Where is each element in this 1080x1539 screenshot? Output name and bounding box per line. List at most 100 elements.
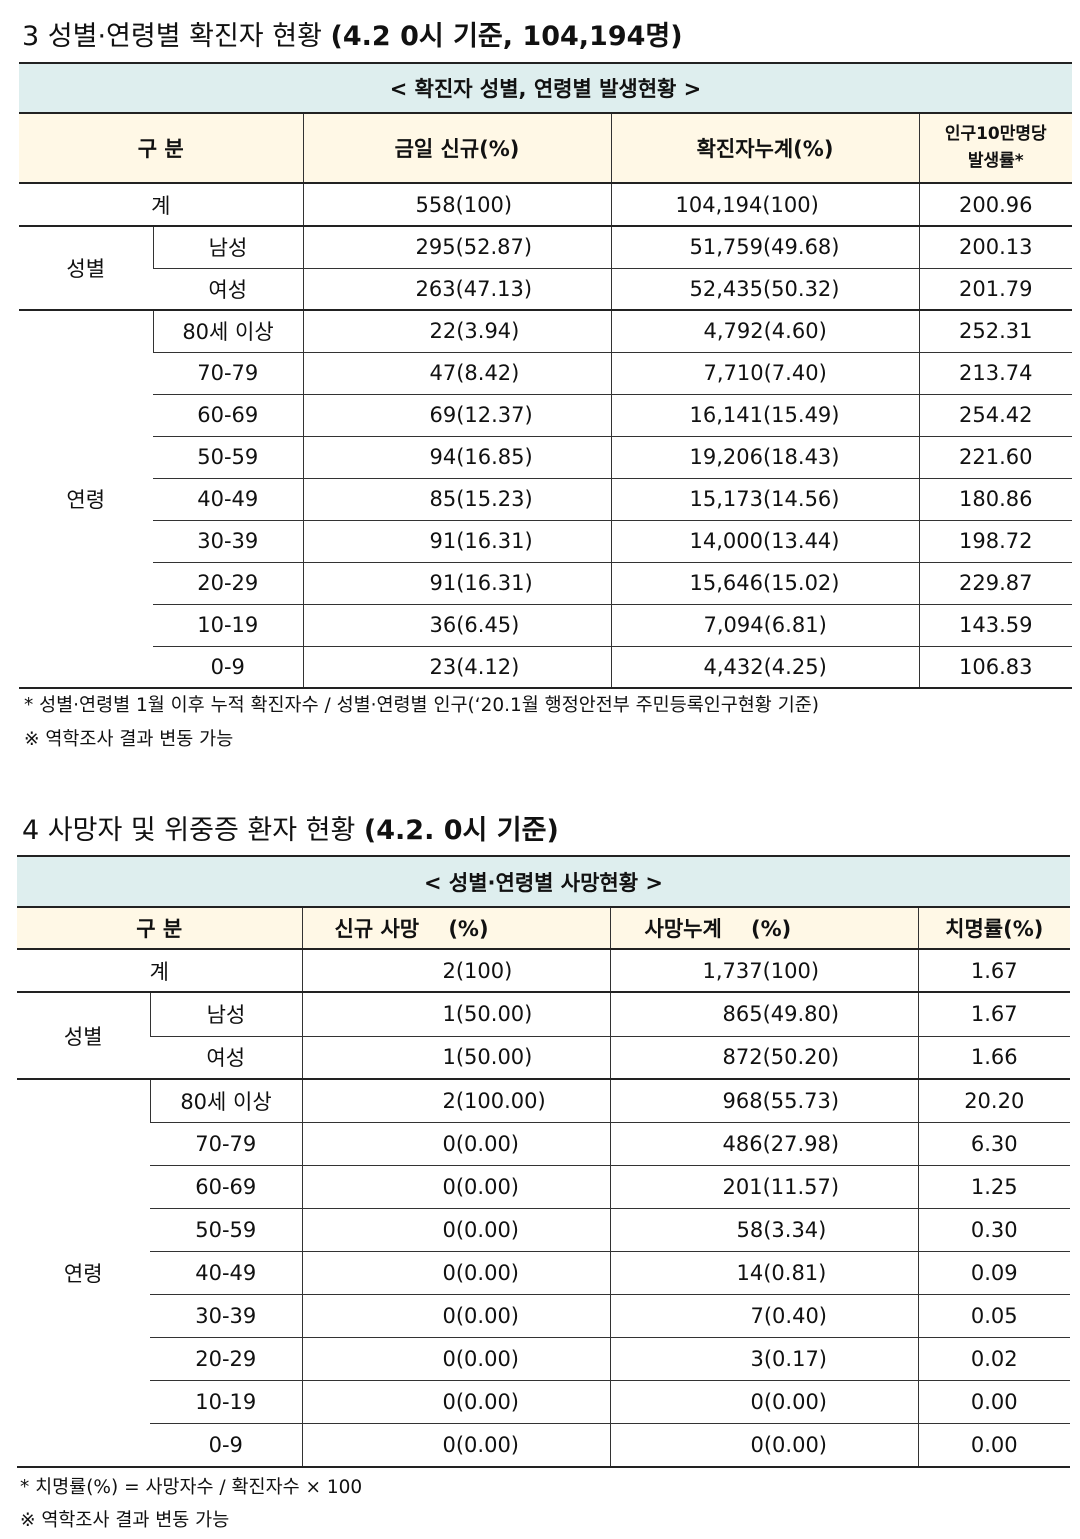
age-new-value: 36(6.45) (429, 613, 520, 637)
age-label: 40-49 (150, 1251, 302, 1295)
age-new-value: 0(0.00) (442, 1432, 520, 1457)
age-cumulative-value: 4,432(4.25) (703, 654, 827, 679)
age-rate: 1.25 (917, 1165, 1070, 1209)
gender-rate: 201.79 (918, 268, 1073, 311)
age-label: 50-59 (150, 1208, 302, 1252)
gender-rate: 1.67 (917, 992, 1070, 1037)
age-label: 30-39 (153, 520, 303, 563)
age-cumulative: 0(0.00) (609, 1380, 918, 1424)
age-label: 70-79 (153, 352, 303, 395)
age-cumulative: 14,000(13.44) (610, 520, 919, 563)
total-cumulative-value: 1,737(100) (702, 958, 820, 983)
header-category: 구 분 (19, 113, 303, 184)
age-cumulative: 58(3.34) (609, 1208, 918, 1252)
age-cumulative: 968(55.73) (609, 1079, 918, 1123)
age-rate: 20.20 (917, 1079, 1070, 1123)
confirmed-cases-table: < 확진자 성별, 연령별 발생현황 > 구 분 금일 신규(%) 확진자누계(… (19, 62, 1073, 689)
total-new-value: 2(100) (442, 958, 513, 983)
age-new: 91(16.31) (302, 562, 611, 605)
age-new: 91(16.31) (302, 520, 611, 563)
age-cumulative: 4,432(4.25) (610, 646, 919, 689)
total-label: 계 (17, 949, 302, 993)
age-new: 23(4.12) (302, 646, 611, 689)
gender-rate: 200.13 (918, 226, 1073, 269)
section3-remark: ※ 역학조사 결과 변동 가능 (24, 729, 234, 750)
age-cumulative: 486(27.98) (609, 1122, 918, 1166)
age-new: 0(0.00) (301, 1165, 610, 1209)
age-label: 60-69 (150, 1165, 302, 1209)
age-cumulative-value: 14(0.81) (736, 1260, 827, 1285)
gender-label: 여성 (153, 268, 303, 311)
total-new: 558(100) (302, 183, 611, 227)
header-new-deaths: 신규 사망 (%) (301, 907, 610, 950)
age-cumulative: 15,646(15.02) (610, 562, 919, 605)
age-new-value: 0(0.00) (442, 1260, 520, 1285)
header-rate-line2: 발생률* (967, 151, 1024, 171)
gender-group-label: 성별 (19, 226, 153, 311)
age-rate: 180.86 (918, 478, 1073, 521)
age-new-value: 0(0.00) (442, 1217, 520, 1242)
age-new-value: 94(16.85) (429, 445, 533, 469)
age-cumulative-value: 968(55.73) (722, 1088, 840, 1113)
gender-new: 263(47.13) (302, 268, 611, 311)
gender-label: 남성 (149, 992, 302, 1037)
age-cumulative-value: 15,173(14.56) (689, 487, 840, 511)
age-cumulative-value: 16,141(15.49) (689, 403, 840, 427)
age-group-label: 연령 (19, 310, 153, 689)
age-cumulative-value: 4,792(4.60) (703, 319, 827, 344)
age-label: 40-49 (153, 478, 303, 521)
age-new-value: 2(100.00) (442, 1088, 546, 1113)
header-rate-line1: 인구10만명당 (944, 124, 1047, 144)
age-rate: 198.72 (918, 520, 1073, 563)
age-label: 80세 이상 (149, 1079, 302, 1123)
age-new-value: 0(0.00) (442, 1303, 520, 1328)
age-new: 0(0.00) (301, 1380, 610, 1424)
age-cumulative: 15,173(14.56) (610, 478, 919, 521)
age-new: 2(100.00) (301, 1079, 610, 1123)
age-new: 69(12.37) (302, 394, 611, 437)
age-rate: 0.02 (917, 1337, 1070, 1381)
header-category: 구 분 (17, 907, 302, 950)
age-new: 0(0.00) (301, 1122, 610, 1166)
header-cumulative-deaths-text: 사망누계 (%) (644, 917, 792, 941)
age-new-value: 0(0.00) (442, 1389, 520, 1414)
age-rate: 213.74 (918, 352, 1073, 395)
age-new: 94(16.85) (302, 436, 611, 479)
age-label: 60-69 (153, 394, 303, 437)
age-cumulative-value: 58(3.34) (736, 1217, 827, 1242)
age-cumulative-value: 3(0.17) (750, 1346, 828, 1371)
age-new: 22(3.94) (302, 310, 611, 353)
gender-group-label: 성별 (17, 992, 150, 1080)
age-label: 20-29 (150, 1337, 302, 1381)
section3-heading: 3 성별·연령별 확진자 현황 (4.2 0시 기준, 104,194명) (22, 14, 683, 53)
gender-new-value: 1(50.00) (442, 1002, 533, 1027)
age-cumulative-value: 14,000(13.44) (689, 529, 840, 553)
section4-heading: 4 사망자 및 위중증 환자 현황 (4.2. 0시 기준) (22, 808, 559, 847)
age-new: 0(0.00) (301, 1294, 610, 1338)
age-group-label: 연령 (17, 1079, 150, 1468)
gender-cumulative: 52,435(50.32) (610, 268, 919, 311)
gender-rate: 1.66 (917, 1036, 1070, 1080)
age-cumulative-value: 15,646(15.02) (689, 571, 840, 595)
age-cumulative-value: 201(11.57) (722, 1174, 840, 1199)
header-cumulative: 확진자누계(%) (610, 113, 919, 184)
age-cumulative-value: 0(0.00) (750, 1432, 828, 1457)
section4-heading-date: (4.2. 0시 기준) (363, 815, 559, 846)
gender-new-value: 295(52.87) (415, 235, 533, 260)
age-new-value: 0(0.00) (442, 1346, 520, 1371)
total-cumulative: 104,194(100) (610, 183, 919, 227)
age-new-value: 23(4.12) (429, 654, 520, 679)
header-cumulative-deaths: 사망누계 (%) (609, 907, 918, 950)
gender-label: 여성 (150, 1036, 302, 1080)
age-new: 0(0.00) (301, 1423, 610, 1468)
age-cumulative: 19,206(18.43) (610, 436, 919, 479)
deaths-table: < 성별·연령별 사망현황 > 구 분 신규 사망 (%) 사망누계 (%) 치… (17, 855, 1070, 1468)
age-cumulative: 16,141(15.49) (610, 394, 919, 437)
header-fatality-rate: 치명률(%) (917, 907, 1070, 950)
age-new-value: 0(0.00) (442, 1174, 520, 1199)
age-new: 0(0.00) (301, 1208, 610, 1252)
age-cumulative-value: 7(0.40) (750, 1303, 828, 1328)
confirmed-table-title: < 확진자 성별, 연령별 발생현황 > (19, 62, 1073, 114)
gender-cumulative: 872(50.20) (609, 1036, 918, 1080)
